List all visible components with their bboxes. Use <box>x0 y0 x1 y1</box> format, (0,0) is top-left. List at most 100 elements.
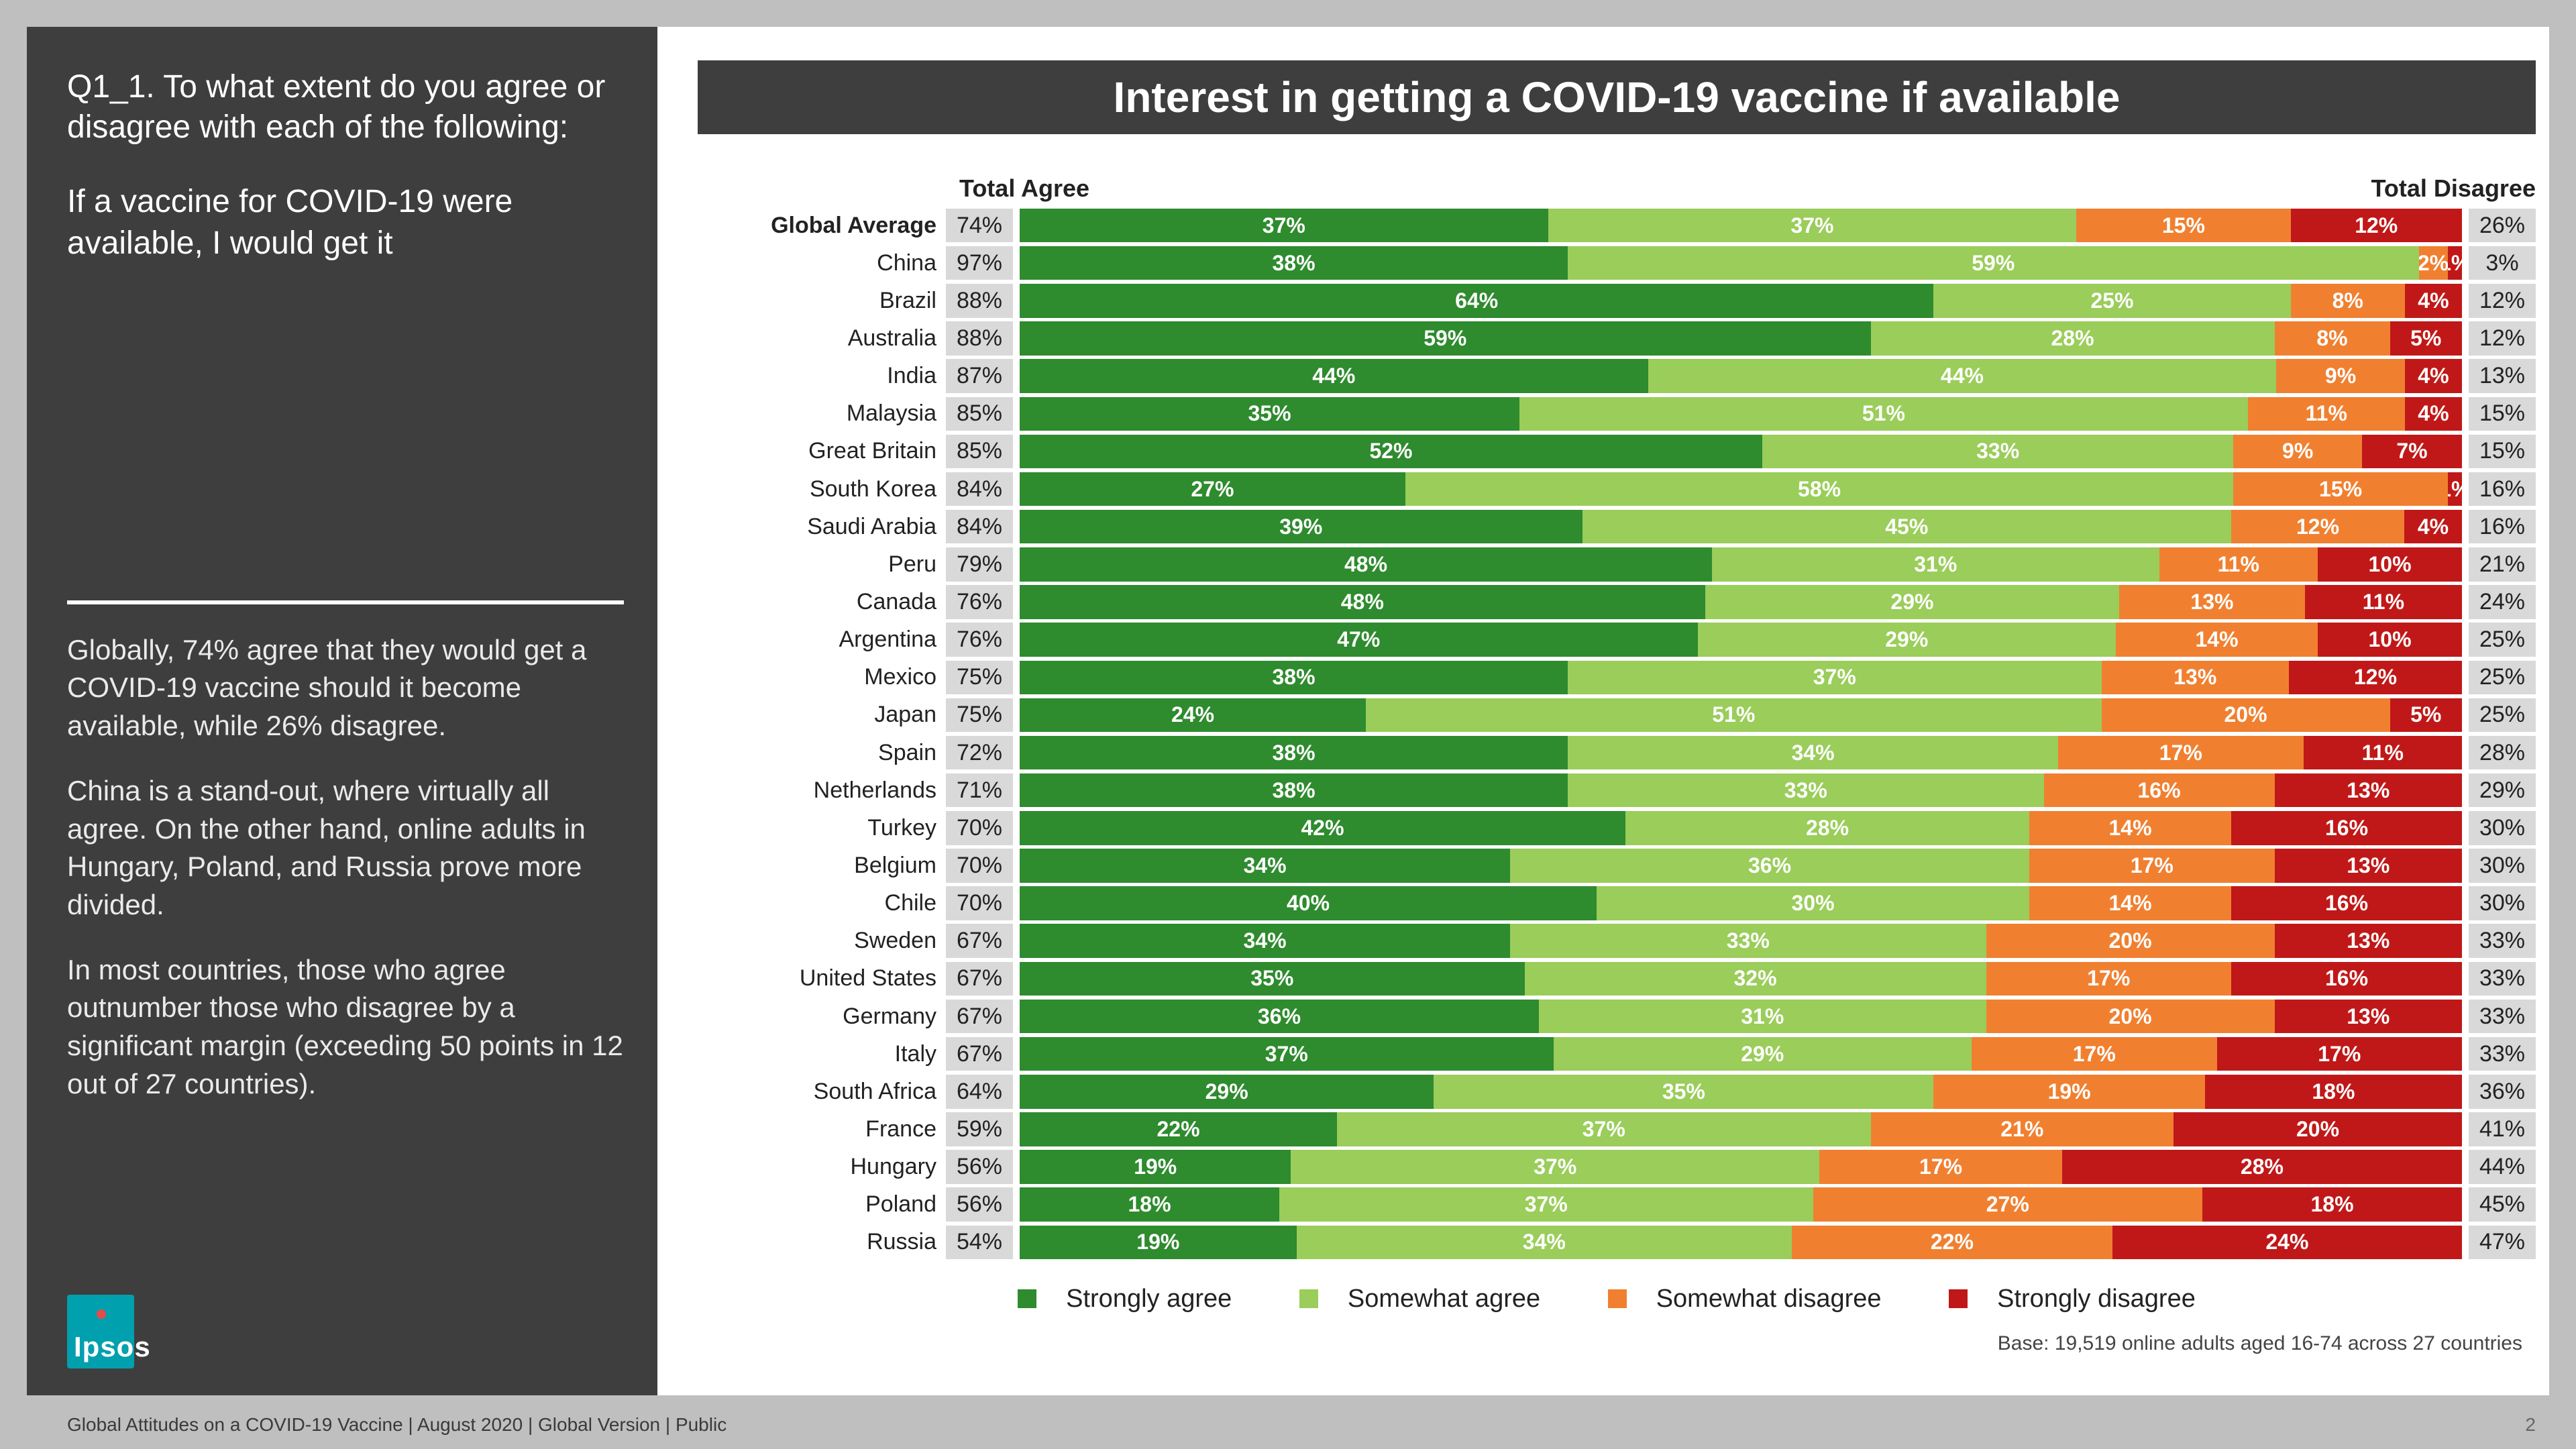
row-label: Chile <box>698 890 946 916</box>
stacked-bar: 22%37%21%20% <box>1020 1112 2462 1146</box>
total-disagree-value: 21% <box>2469 547 2536 582</box>
total-disagree-value: 30% <box>2469 886 2536 920</box>
divider <box>67 600 624 604</box>
seg-somewhat-disagree: 13% <box>2102 661 2290 695</box>
seg-somewhat-disagree: 17% <box>1986 962 2232 996</box>
row-label: Netherlands <box>698 777 946 804</box>
chart-row: Malaysia85%35%51%11%4%15% <box>698 395 2536 433</box>
total-agree-value: 87% <box>946 359 1013 393</box>
total-agree-value: 97% <box>946 246 1013 280</box>
seg-somewhat-agree: 33% <box>1762 435 2233 469</box>
seg-somewhat-disagree: 14% <box>2116 623 2318 657</box>
legend-label: Strongly disagree <box>1997 1285 2196 1313</box>
chart-title: Interest in getting a COVID-19 vaccine i… <box>698 60 2536 134</box>
seg-somewhat-agree: 29% <box>1705 585 2119 619</box>
total-agree-value: 56% <box>946 1150 1013 1184</box>
seg-somewhat-disagree: 16% <box>2044 773 2275 808</box>
summary-p3: In most countries, those who agree outnu… <box>67 951 624 1104</box>
seg-somewhat-disagree: 14% <box>2029 811 2231 845</box>
chart-row: Germany67%36%31%20%13%33% <box>698 998 2536 1035</box>
seg-somewhat-agree: 37% <box>1548 209 2077 243</box>
total-agree-value: 74% <box>946 209 1013 243</box>
seg-strongly-agree: 18% <box>1020 1187 1279 1222</box>
seg-somewhat-agree: 25% <box>1933 284 2290 318</box>
row-label: Peru <box>698 551 946 578</box>
chart-panel: Interest in getting a COVID-19 vaccine i… <box>684 27 2549 1395</box>
seg-strongly-disagree: 13% <box>2275 849 2463 883</box>
total-disagree-value: 45% <box>2469 1187 2536 1222</box>
stacked-bar: 40%30%14%16% <box>1020 886 2462 920</box>
seg-strongly-agree: 19% <box>1020 1150 1291 1184</box>
total-disagree-value: 15% <box>2469 397 2536 431</box>
total-disagree-value: 30% <box>2469 811 2536 845</box>
seg-somewhat-agree: 34% <box>1297 1226 1792 1260</box>
legend-label: Somewhat disagree <box>1656 1285 1882 1313</box>
swatch-icon <box>1299 1289 1318 1308</box>
chart-row: Great Britain85%52%33%9%7%15% <box>698 433 2536 470</box>
question-statement: If a vaccine for COVID-19 were available… <box>67 181 624 265</box>
chart-row: France59%22%37%21%20%41% <box>698 1110 2536 1148</box>
row-label: India <box>698 363 946 389</box>
total-agree-value: 85% <box>946 397 1013 431</box>
summary-p1: Globally, 74% agree that they would get … <box>67 631 624 745</box>
total-disagree-value: 25% <box>2469 623 2536 657</box>
row-label: Spain <box>698 740 946 766</box>
total-disagree-value: 15% <box>2469 435 2536 469</box>
seg-strongly-disagree: 4% <box>2405 284 2462 318</box>
seg-somewhat-agree: 37% <box>1337 1112 1871 1146</box>
ipsos-logo: Ipsos <box>67 1295 134 1368</box>
row-label: Saudi Arabia <box>698 514 946 540</box>
row-label: China <box>698 250 946 276</box>
seg-somewhat-agree: 32% <box>1525 962 1986 996</box>
seg-strongly-agree: 42% <box>1020 811 1625 845</box>
stacked-bar: 59%28%8%5% <box>1020 321 2462 356</box>
chart-row: Canada76%48%29%13%11%24% <box>698 583 2536 621</box>
total-disagree-value: 28% <box>2469 736 2536 770</box>
total-agree-value: 88% <box>946 284 1013 318</box>
seg-somewhat-disagree: 17% <box>1819 1150 2062 1184</box>
chart-row: Netherlands71%38%33%16%13%29% <box>698 771 2536 809</box>
chart-row: Argentina76%47%29%14%10%25% <box>698 621 2536 659</box>
seg-somewhat-agree: 51% <box>1519 397 2248 431</box>
row-label: Poland <box>698 1191 946 1218</box>
stacked-bar: 38%37%13%12% <box>1020 661 2462 695</box>
total-disagree-value: 25% <box>2469 661 2536 695</box>
seg-somewhat-disagree: 22% <box>1792 1226 2112 1260</box>
seg-somewhat-disagree: 2% <box>2419 246 2448 280</box>
chart-row: Russia54%19%34%22%24%47% <box>698 1224 2536 1261</box>
seg-strongly-agree: 34% <box>1020 924 1510 958</box>
stacked-bar: 42%28%14%16% <box>1020 811 2462 845</box>
page-number: 2 <box>2525 1414 2536 1436</box>
stacked-bar: 44%44%9%4% <box>1020 359 2462 393</box>
chart-row: Belgium70%34%36%17%13%30% <box>698 847 2536 884</box>
seg-strongly-agree: 27% <box>1020 472 1405 506</box>
seg-somewhat-agree: 34% <box>1568 736 2058 770</box>
seg-somewhat-disagree: 15% <box>2076 209 2290 243</box>
total-disagree-value: 3% <box>2469 246 2536 280</box>
chart-row: Turkey70%42%28%14%16%30% <box>698 809 2536 847</box>
seg-strongly-agree: 34% <box>1020 849 1510 883</box>
seg-somewhat-agree: 29% <box>1554 1037 1972 1071</box>
seg-strongly-disagree: 7% <box>2362 435 2462 469</box>
stacked-bar: 47%29%14%10% <box>1020 623 2462 657</box>
seg-strongly-disagree: 18% <box>2205 1075 2462 1109</box>
total-agree-value: 67% <box>946 1037 1013 1071</box>
total-agree-value: 72% <box>946 736 1013 770</box>
total-agree-value: 76% <box>946 623 1013 657</box>
seg-strongly-disagree: 13% <box>2275 924 2463 958</box>
question-id-text: Q1_1. To what extent do you agree or dis… <box>67 67 624 148</box>
row-label: Mexico <box>698 664 946 690</box>
seg-somewhat-disagree: 21% <box>1871 1112 2174 1146</box>
seg-somewhat-agree: 37% <box>1279 1187 1813 1222</box>
seg-somewhat-agree: 28% <box>1871 321 2275 356</box>
seg-strongly-disagree: 24% <box>2112 1226 2462 1260</box>
seg-somewhat-disagree: 11% <box>2248 397 2405 431</box>
swatch-icon <box>1949 1289 1968 1308</box>
row-label: Great Britain <box>698 438 946 464</box>
seg-somewhat-agree: 31% <box>1539 1000 1986 1034</box>
total-disagree-value: 16% <box>2469 510 2536 544</box>
total-agree-value: 76% <box>946 585 1013 619</box>
seg-strongly-agree: 59% <box>1020 321 1871 356</box>
total-disagree-value: 33% <box>2469 1000 2536 1034</box>
stacked-bar: 48%31%11%10% <box>1020 547 2462 582</box>
